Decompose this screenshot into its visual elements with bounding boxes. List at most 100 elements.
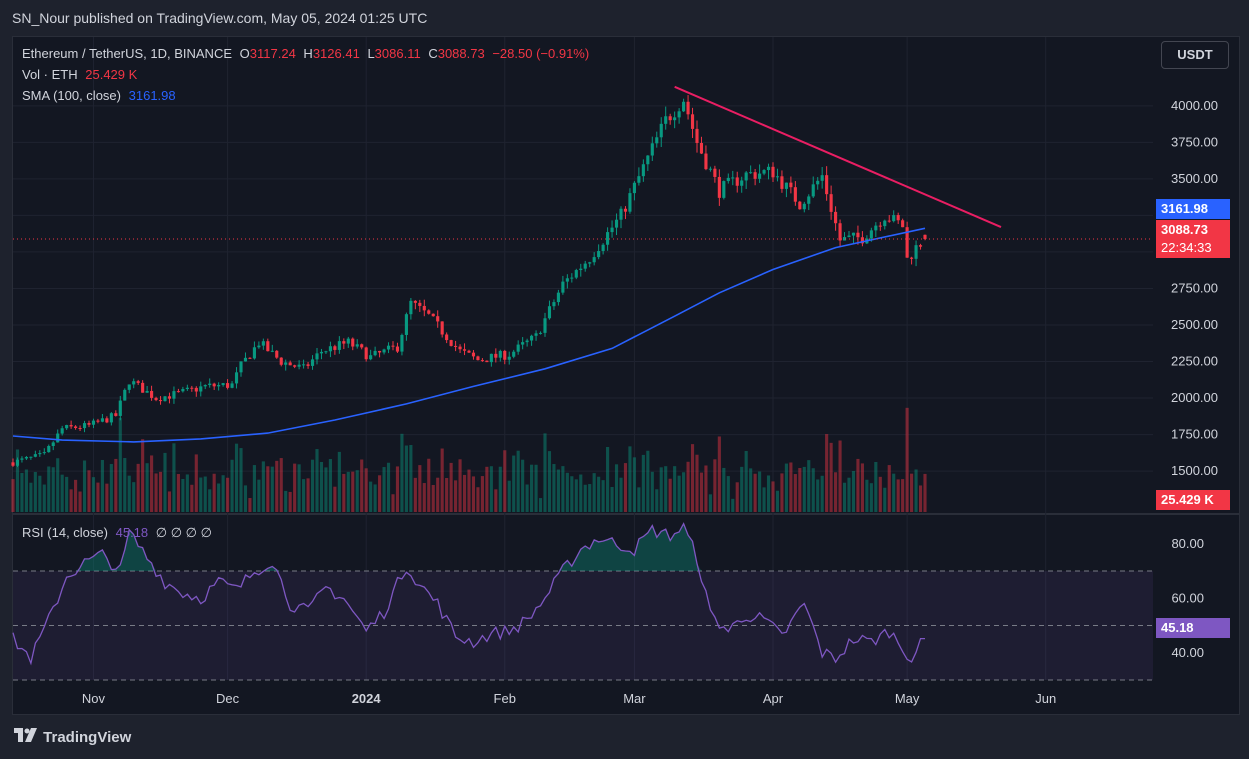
candle-body: [860, 237, 864, 244]
candle-body: [404, 314, 408, 335]
candle-body: [105, 418, 109, 423]
volume-bar: [918, 485, 923, 512]
candle-body: [762, 170, 766, 174]
chart-panel[interactable]: [12, 36, 1240, 715]
candle-body: [516, 344, 520, 352]
volume-bar: [427, 458, 431, 512]
candle-body: [436, 316, 440, 322]
candle-body: [400, 334, 404, 352]
volume-bar: [869, 483, 873, 512]
candle-body: [735, 177, 739, 186]
low-label: L: [367, 46, 375, 61]
candle-body: [820, 175, 824, 181]
volume-bar: [158, 471, 163, 512]
candle-body: [851, 232, 856, 236]
candle-body: [118, 400, 122, 416]
volume-bar: [744, 450, 748, 512]
price-tick-label: 1750.00: [1171, 427, 1218, 442]
candle-body: [771, 166, 775, 178]
candle-body: [918, 245, 923, 247]
volume-bar: [588, 484, 592, 512]
candle-body: [458, 346, 462, 350]
volume-bar: [190, 484, 194, 512]
volume-bar: [310, 459, 315, 512]
volume-label[interactable]: Vol · ETH: [22, 67, 78, 82]
candle-body: [606, 232, 610, 245]
volume-bar: [704, 465, 708, 512]
volume-bar: [20, 472, 24, 512]
tradingview-logo-text: TradingView: [43, 729, 132, 746]
volume-bar: [141, 439, 145, 512]
candle-body: [158, 400, 163, 402]
candle-body: [726, 177, 730, 182]
symbol-title[interactable]: Ethereum / TetherUS, 1D, BINANCE: [22, 46, 233, 61]
candle-body: [632, 182, 636, 194]
volume-bar: [614, 464, 619, 512]
volume-bar: [811, 468, 815, 512]
volume-bar: [686, 461, 690, 512]
volume-bar: [731, 498, 735, 512]
candle-body: [543, 318, 547, 333]
volume-bar: [266, 466, 270, 512]
candle-body: [825, 175, 829, 195]
volume-value: 25.429 K: [85, 67, 138, 82]
candle-body: [641, 164, 645, 177]
tradingview-logo[interactable]: TradingView: [14, 728, 131, 746]
volume-bar: [623, 463, 628, 512]
volume-bar: [606, 446, 610, 512]
candle-body: [834, 211, 838, 224]
sma-label[interactable]: SMA (100, close): [22, 88, 121, 103]
volume-bar: [494, 489, 498, 512]
volume-bar: [257, 479, 261, 512]
rsi-label[interactable]: RSI (14, close): [22, 525, 108, 540]
volume-bar: [382, 467, 386, 512]
candle-body: [47, 445, 51, 453]
candle-body: [910, 257, 914, 259]
volume-bar: [199, 477, 203, 512]
candle-body: [288, 362, 292, 366]
candle-body: [69, 425, 73, 427]
candle-body: [753, 172, 757, 179]
volume-bar: [145, 463, 149, 512]
candle-body: [811, 184, 815, 197]
volume-bar: [42, 484, 46, 512]
volume-bar: [24, 469, 28, 512]
volume-bar: [740, 466, 744, 512]
currency-button[interactable]: USDT: [1161, 41, 1229, 69]
candle-body: [699, 142, 704, 154]
candle-body: [324, 351, 328, 353]
rsi-tag: 45.18: [1156, 618, 1230, 638]
volume-bar: [208, 489, 212, 512]
candle-body: [905, 227, 909, 258]
candle-body: [302, 364, 306, 366]
volume-bar: [243, 485, 248, 512]
close-label: C: [428, 46, 438, 61]
volume-bar: [480, 476, 484, 512]
volume-bar: [601, 480, 605, 512]
rsi-pane: [12, 522, 1153, 681]
volume-bar: [650, 471, 654, 512]
candle-body: [167, 396, 172, 399]
volume-bar: [109, 464, 113, 512]
volume-bar: [579, 474, 583, 512]
volume-bar: [342, 473, 346, 512]
candle-body: [413, 300, 417, 303]
candle-body: [284, 362, 288, 365]
candle-body: [677, 111, 681, 118]
time-tick-label: Nov: [82, 691, 106, 706]
volume-bar: [503, 450, 507, 512]
volume-bar: [203, 476, 207, 512]
candle-body: [619, 208, 623, 220]
volume-bar: [695, 454, 699, 512]
candle-body: [96, 420, 100, 422]
candle-body: [896, 215, 900, 221]
ohlc-legend: Ethereum / TetherUS, 1D, BINANCE O3117.2…: [22, 46, 593, 61]
volume-bars: [11, 407, 927, 512]
volume-bar: [360, 459, 364, 512]
candle-body: [503, 350, 507, 360]
candle-body: [668, 116, 672, 121]
volume-bar: [74, 479, 78, 512]
candle-body: [758, 173, 762, 179]
sma-100-line: [12, 227, 926, 443]
